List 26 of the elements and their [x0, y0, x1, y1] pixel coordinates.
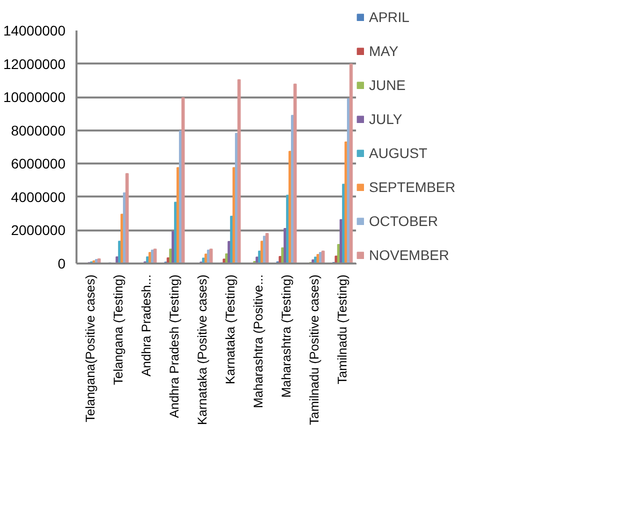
x-tick-label: Tamilnadu (Positive cases) — [308, 274, 322, 426]
legend-label: NOVEMBER — [369, 247, 450, 263]
legend-label: JULY — [369, 111, 402, 127]
legend-label: MAY — [369, 43, 398, 59]
x-tick-label: Maharashtra (Testing) — [280, 274, 294, 398]
legend-label: AUGUST — [369, 145, 428, 161]
y-tick-label: 2000000 — [10, 222, 66, 238]
y-tick-label: 8000000 — [10, 122, 66, 138]
legend-label: SEPTEMBER — [369, 179, 456, 195]
x-tick-label: Karnataka (Testing) — [224, 274, 238, 384]
x-tick-label: Tamilnadu (Testing) — [336, 274, 350, 384]
x-tick-label: Andhra Pradesh (Testing) — [168, 274, 182, 418]
x-tick-label: Telangana (Testing) — [112, 274, 126, 385]
x-tick-label: Karnataka (Positive cases) — [196, 274, 210, 426]
legend-label: APRIL — [369, 9, 410, 25]
y-tick-label: 10000000 — [3, 89, 66, 106]
y-tick-label: 14000000 — [3, 22, 66, 38]
legend-label: JUNE — [369, 77, 406, 93]
legend-label: OCTOBER — [369, 213, 438, 229]
x-tick-label: Telangana(Positive cases) — [84, 274, 98, 422]
x-tick-label: Maharashtra (Positive... — [252, 274, 266, 408]
y-tick-label: 12000000 — [3, 56, 66, 72]
y-tick-label: 4000000 — [10, 188, 66, 205]
x-tick-label: Andhra Pradesh... — [140, 274, 154, 377]
y-tick-label: 0 — [58, 256, 66, 272]
y-tick-label: 6000000 — [10, 156, 66, 172]
